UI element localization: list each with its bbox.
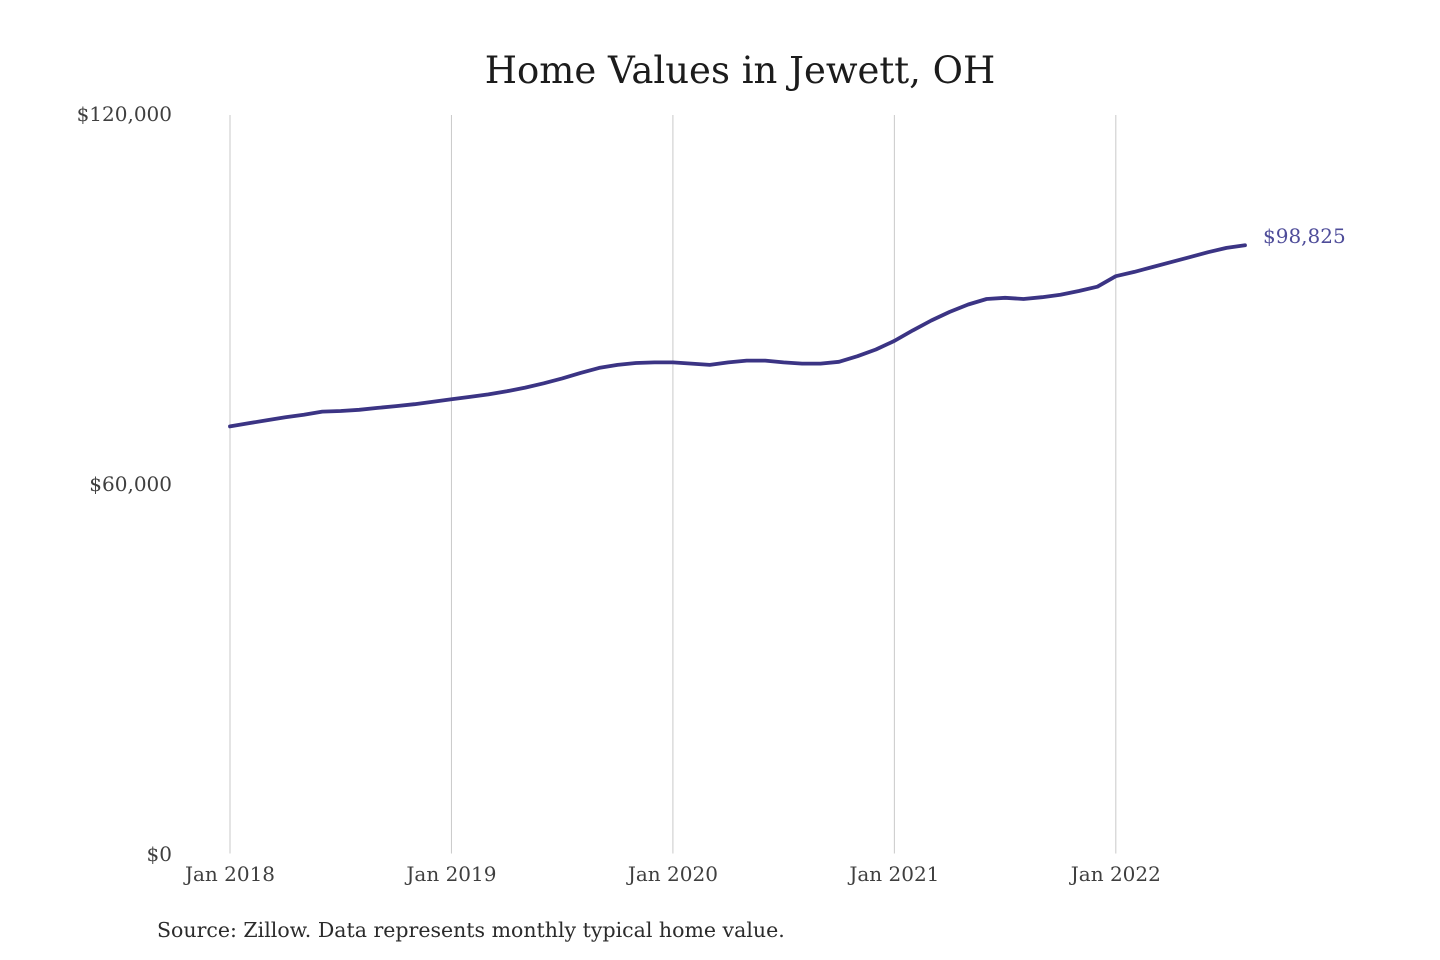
- y-axis: $120,000 $60,000 $0: [77, 102, 172, 866]
- y-tick-label-60000: $60,000: [89, 472, 172, 496]
- y-tick-label-0: $0: [147, 842, 172, 866]
- source-note: Source: Zillow. Data represents monthly …: [157, 918, 785, 942]
- home-value-line: [228, 243, 1247, 429]
- y-tick-label-120000: $120,000: [77, 102, 172, 126]
- x-axis: Jan 2018 Jan 2019 Jan 2020 Jan 2021 Jan 2022: [183, 862, 1161, 886]
- x-tick-label-jan-2021: Jan 2021: [847, 862, 939, 886]
- x-tick-label-jan-2018: Jan 2018: [183, 862, 275, 886]
- chart-title: Home Values in Jewett, OH: [485, 49, 996, 92]
- x-tick-label-jan-2020: Jan 2020: [626, 862, 718, 886]
- end-value-label: $98,825: [1263, 224, 1346, 248]
- year-gridlines: [229, 115, 1117, 854]
- x-tick-label-jan-2019: Jan 2019: [404, 862, 496, 886]
- x-tick-label-jan-2022: Jan 2022: [1069, 862, 1161, 886]
